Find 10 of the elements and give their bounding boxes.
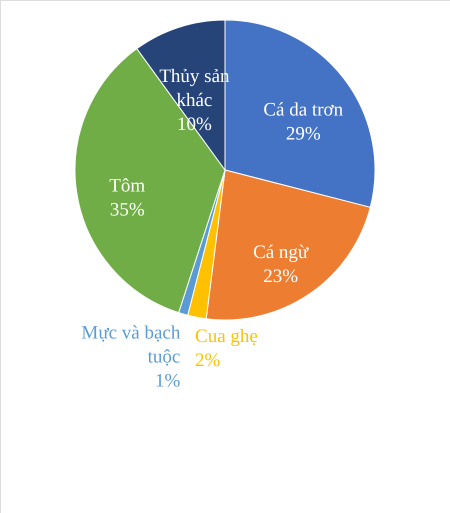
- data-label: 1%: [155, 370, 181, 392]
- data-label: 29%: [286, 123, 321, 144]
- data-label: 35%: [110, 199, 145, 220]
- slice-label: Cá da trơn: [263, 99, 344, 120]
- slice-label: Cá ngừ: [253, 242, 309, 263]
- slice-label: Cua ghẹ: [195, 326, 258, 348]
- slice-label: Tôm: [109, 175, 146, 196]
- data-label: 23%: [263, 266, 298, 287]
- slice-label: Mực và bạch tuộc: [81, 322, 181, 368]
- data-label: 2%: [195, 350, 221, 372]
